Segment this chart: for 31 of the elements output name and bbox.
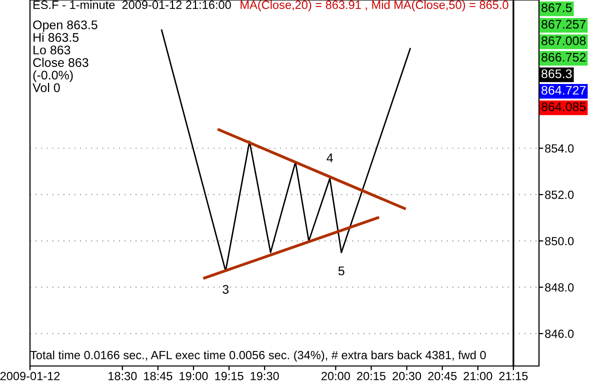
text: 864.085 bbox=[542, 102, 586, 112]
y-tick-label: 848.0 bbox=[545, 283, 574, 292]
x-tick-label: 19:15 bbox=[215, 372, 244, 380]
x-tick-label: 18:30 bbox=[108, 372, 137, 380]
text: 866.752 bbox=[542, 52, 586, 62]
text: 865.3 bbox=[542, 69, 572, 78]
annotation: Open 863.5 Hi 863.5 Lo 863 Close 863 (-0.0%) Vol 0 bbox=[32, 20, 98, 92]
x-tick-label: 20:45 bbox=[428, 372, 457, 380]
y-tick-label: 854.0 bbox=[545, 144, 574, 153]
x-tick-label: 18:45 bbox=[144, 372, 172, 380]
x-tick-label: 21:15 bbox=[499, 372, 528, 380]
y-tick-label: 850.0 bbox=[545, 236, 574, 246]
x-tick-label: 19:30 bbox=[250, 372, 279, 380]
x-tick-label: 20:15 bbox=[357, 372, 386, 380]
chart-subtitle: MA(Close,20) = 863.91 , Mid MA(Close,50) = 865.0 bbox=[240, 0, 508, 12]
text: 867.257 bbox=[542, 20, 586, 29]
annotation: 5 bbox=[338, 266, 344, 276]
x-tick-label: 20:30 bbox=[392, 372, 422, 380]
text: 864.727 bbox=[542, 86, 586, 95]
x-tick-label: 21:00 bbox=[464, 372, 492, 380]
y-tick-label: 852.0 bbox=[545, 190, 574, 199]
annotation: Total time 0.0166 sec., AFL exec time 0.0056 sec. (34%), # extra bars back 4381, fwd 0 bbox=[30, 350, 486, 362]
chart-title: ES.F - 1-minute 2009-01-12 21:16:00 bbox=[34, 0, 231, 10]
annotation: 4 bbox=[326, 154, 333, 162]
y-tick-label: 846.0 bbox=[545, 330, 574, 338]
x-tick-label: 19:00 bbox=[180, 372, 208, 380]
x-tick-label: 2009-01-12 bbox=[0, 372, 60, 380]
text: 867.008 bbox=[542, 36, 586, 46]
x-tick-label: 20:00 bbox=[322, 372, 350, 380]
annotation: 3 bbox=[222, 284, 229, 294]
text: 867.5 bbox=[542, 3, 572, 12]
